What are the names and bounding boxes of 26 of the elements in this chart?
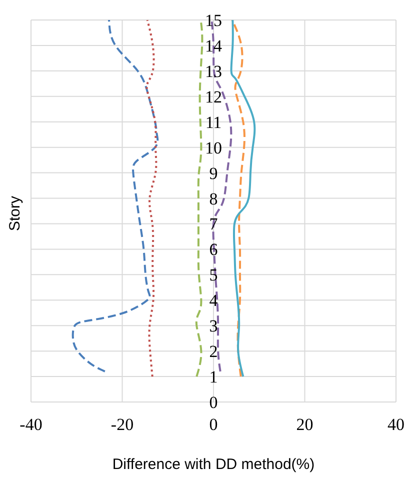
y-tick-label: 8 [209, 189, 218, 208]
y-axis-title: Story [6, 195, 24, 234]
y-tick-label: 5 [209, 266, 218, 285]
y-tick-label: 6 [209, 240, 218, 260]
x-axis-title: Difference with DD method(%) [112, 456, 315, 473]
y-tick-label: 3 [209, 316, 218, 336]
x-tick-label: -20 [110, 415, 134, 434]
y-tick-label: 0 [209, 393, 218, 412]
line-series [146, 20, 158, 378]
line-series [230, 20, 256, 378]
x-tick-label: 20 [296, 415, 314, 434]
x-tick-label: 40 [388, 415, 404, 434]
line-series [72, 20, 159, 372]
y-tick-label: 15 [205, 11, 222, 30]
y-tick-label: 2 [209, 342, 218, 362]
y-tick-label: 14 [205, 36, 222, 56]
y-tick-label: 11 [205, 112, 222, 132]
y-tick-label: 9 [209, 164, 218, 183]
y-tick-label: 12 [205, 87, 222, 106]
y-tick-label: 1 [209, 368, 218, 387]
y-tick-label: 13 [205, 62, 222, 81]
y-tick-label: 4 [209, 291, 218, 310]
x-tick-label: -40 [20, 415, 42, 434]
y-tick-label: 7 [209, 214, 218, 234]
y-tick-label: 10 [205, 138, 222, 158]
line-series [195, 20, 204, 378]
